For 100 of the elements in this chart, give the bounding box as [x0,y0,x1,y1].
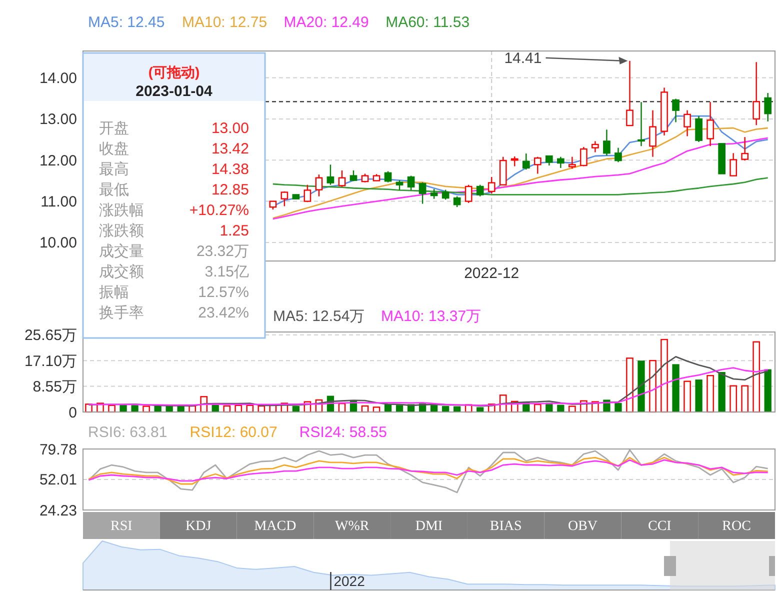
candlestick [672,98,680,123]
annotation: 23.32万 [196,243,249,260]
bar [684,380,691,413]
annotation: 14.41 [504,50,542,68]
candlestick [442,189,450,200]
x-tick-label: 2022-12 [464,265,520,282]
line-series [88,356,769,407]
text: 12.57% [198,284,249,301]
bar [764,369,772,412]
bar [672,364,680,412]
y-tick-label: 25.65万 [24,327,77,344]
candlestick [580,146,588,167]
candlestick [338,170,346,188]
text: 23.42% [198,304,249,322]
candlestick [695,115,702,143]
candlestick [752,62,760,126]
annotation: 13.00 [211,120,249,137]
text: OBV [568,519,598,534]
text: 3.15亿 [204,264,249,280]
text: DMI [415,519,443,534]
candlestick [592,140,599,153]
text: MA10: 12.75 [182,14,268,31]
candlestick [315,174,323,197]
line-series [88,367,769,406]
candlestick [510,156,518,167]
text: MA5: 12.45 [88,14,165,31]
text: KDJ [185,519,212,534]
bar [718,372,726,412]
candlestick [476,184,484,197]
text: CCI [648,519,672,534]
y-tick-label: 10.00 [39,234,77,252]
y-tick-label: 17.10万 [24,352,77,370]
candlestick [730,152,737,176]
text: W%R [335,519,370,534]
bar [626,358,634,413]
annotation: 14.38 [211,161,249,178]
bar [568,406,576,413]
candlestick [384,170,392,183]
text: MACD [254,519,296,534]
text: MA20: 12.49 [284,14,369,31]
bar [741,385,749,413]
annotation: (可拖动) [148,64,200,80]
bar [638,360,645,412]
candlestick [638,101,645,147]
annotation: 2022 [334,573,366,589]
y-tick-label: 0 [68,404,77,422]
bar [430,405,438,412]
series-label: RSI24: 58.55 [299,424,387,441]
candlestick [764,92,772,122]
annotation: 2023-01-04 [136,83,214,100]
bar [660,338,668,413]
text: MA60: 11.53 [386,14,470,31]
text: 换手率 [99,304,144,322]
candlestick [488,176,496,194]
candlestick [684,110,691,137]
text: ROC [722,519,751,534]
bar [154,406,162,412]
y-tick-label: 79.78 [39,441,77,458]
candlestick [626,60,634,126]
y-tick-label: 52.01 [39,472,77,489]
text: RSI6: 63.81 [88,424,168,441]
bar [695,380,702,412]
candlestick [534,156,542,174]
bar [649,360,656,413]
candlestick [396,180,404,191]
candlestick [557,156,564,169]
bar [142,406,150,413]
bar [292,406,300,412]
candlestick [603,129,610,156]
bar [396,405,404,412]
bar [752,341,760,413]
annotation: +10.27% [189,202,249,219]
bar [476,407,484,412]
bar [614,402,622,412]
bar [706,375,714,413]
y-tick-label: 8.55万 [32,378,77,396]
candlestick [614,147,622,163]
annotation: 12.85 [211,182,249,198]
y-tick-label: 14.00 [39,70,77,88]
text: MA5: 12.54万 [273,308,365,325]
y-tick-label: 11.00 [40,194,77,211]
y-tick-label: 24.23 [39,502,77,520]
annotation: 13.42 [211,140,249,158]
text: BIAS [490,519,522,534]
bar [131,405,138,412]
candlestick [304,184,312,203]
text: 成交额 [99,264,144,280]
candlestick [649,110,656,158]
candlestick [453,196,461,208]
annotation: 收盘 [99,140,129,158]
annotation: 开盘 [99,120,129,137]
annotation: 成交量 [99,243,144,260]
candlestick [280,190,288,207]
annotation: 最低 [99,182,129,198]
bar [730,385,737,413]
bar [442,406,450,412]
line-series [88,449,769,494]
y-tick-label: 12.00 [39,152,77,170]
text: MA10: 13.37万 [381,308,482,325]
candlestick [706,101,714,147]
